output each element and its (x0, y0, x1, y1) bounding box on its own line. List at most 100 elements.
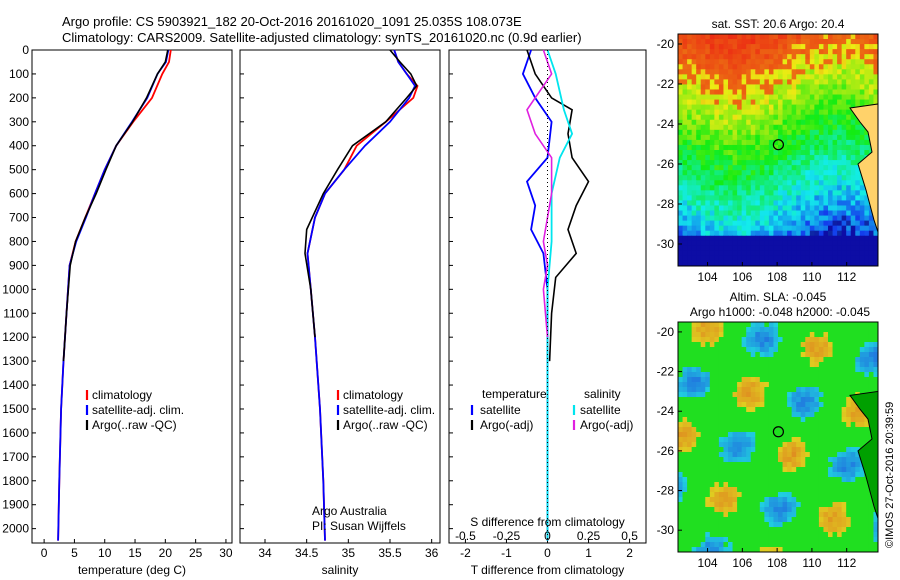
heatmap-cell (709, 260, 715, 267)
heatmap-cell (759, 205, 765, 212)
heatmap-cell (832, 517, 838, 523)
heatmap-cell (737, 372, 743, 378)
heatmap-cell (728, 170, 734, 176)
heatmap-cell (705, 74, 711, 80)
heatmap-cell (732, 332, 738, 338)
heatmap-cell (678, 377, 684, 383)
heatmap-cell (873, 69, 879, 75)
heatmap-cell (759, 332, 765, 338)
heatmap-cell (755, 452, 761, 458)
heatmap-cell (800, 129, 806, 136)
heatmap-cell (678, 392, 684, 398)
heatmap-cell (678, 185, 684, 191)
heatmap-cell (837, 447, 843, 453)
heatmap-cell (805, 180, 811, 186)
heatmap-cell (800, 220, 806, 227)
heatmap-cell (700, 497, 706, 503)
legend-label: satellite-adj. clim. (92, 403, 184, 417)
heatmap-cell (805, 99, 811, 106)
heatmap-cell (841, 487, 847, 493)
heatmap-cell (768, 54, 774, 60)
heatmap-cell (805, 547, 811, 553)
heatmap-cell (868, 220, 874, 227)
heatmap-cell (696, 180, 702, 186)
heatmap-cell (750, 417, 756, 423)
heatmap-cell (678, 150, 684, 156)
heatmap-cell (864, 492, 870, 498)
heatmap-cell (714, 347, 720, 353)
heatmap-cell (764, 144, 770, 151)
heatmap-cell (723, 260, 729, 267)
heatmap-cell (773, 357, 779, 363)
heatmap-cell (828, 104, 834, 111)
heatmap-cell (732, 472, 738, 478)
heatmap-cell (841, 119, 847, 126)
heatmap-cell (832, 250, 838, 257)
heatmap-cell (696, 467, 702, 473)
heatmap-cell (859, 427, 865, 433)
heatmap-cell (723, 322, 729, 328)
heatmap-cell (700, 362, 706, 368)
heatmap-cell (778, 74, 784, 80)
heatmap-cell (773, 352, 779, 358)
heatmap-cell (759, 245, 765, 252)
heatmap-cell (755, 507, 761, 513)
heatmap-cell (682, 94, 688, 101)
heatmap-cell (841, 387, 847, 393)
heatmap-cell (678, 542, 684, 548)
heatmap-cell (759, 84, 765, 90)
heatmap-cell (691, 250, 697, 257)
heatmap-cell (850, 250, 856, 257)
heatmap-cell (687, 240, 693, 247)
heatmap-cell (787, 542, 793, 548)
imos-stamp: ©IMOS 27-Oct-2016 20:39:59 (884, 402, 896, 548)
heatmap-cell (805, 114, 811, 121)
heatmap-cell (764, 352, 770, 358)
heatmap-cell (750, 507, 756, 513)
heatmap-cell (737, 185, 743, 191)
heatmap-cell (809, 94, 815, 101)
heatmap-cell (737, 507, 743, 513)
heatmap-cell (782, 129, 788, 136)
heatmap-cell (828, 417, 834, 423)
heatmap-cell (741, 377, 747, 383)
heatmap-cell (718, 109, 724, 116)
heatmap-cell (696, 427, 702, 433)
heatmap-cell (737, 532, 743, 538)
heatmap-cell (800, 417, 806, 423)
heatmap-cell (696, 372, 702, 378)
heatmap-cell (691, 357, 697, 363)
heatmap-cell (832, 492, 838, 498)
heatmap-cell (782, 327, 788, 333)
heatmap-cell (732, 447, 738, 453)
heatmap-cell (832, 185, 838, 191)
heatmap-cell (768, 34, 774, 40)
heatmap-cell (741, 472, 747, 478)
heatmap-cell (718, 134, 724, 141)
heatmap-cell (709, 387, 715, 393)
heatmap-cell (846, 442, 852, 448)
heatmap-cell (782, 220, 788, 227)
heatmap-cell (782, 352, 788, 358)
heatmap-cell (759, 447, 765, 453)
heatmap-cell (728, 507, 734, 513)
heatmap-cell (864, 387, 870, 393)
heatmap-cell (759, 512, 765, 518)
heatmap-cell (787, 372, 793, 378)
heatmap-cell (696, 205, 702, 212)
heatmap-cell (800, 442, 806, 448)
heatmap-cell (682, 230, 688, 237)
heatmap-cell (768, 180, 774, 186)
heatmap-cell (759, 44, 765, 50)
heatmap-cell (828, 144, 834, 151)
heatmap-cell (728, 235, 734, 242)
heatmap-cell (750, 412, 756, 418)
heatmap-cell (700, 392, 706, 398)
heatmap-cell (796, 477, 802, 483)
heatmap-cell (859, 195, 865, 201)
heatmap-cell (687, 155, 693, 161)
heatmap-cell (782, 407, 788, 413)
heatmap-cell (823, 547, 829, 553)
y-tick-label: -22 (657, 365, 675, 379)
heatmap-cell (728, 452, 734, 458)
